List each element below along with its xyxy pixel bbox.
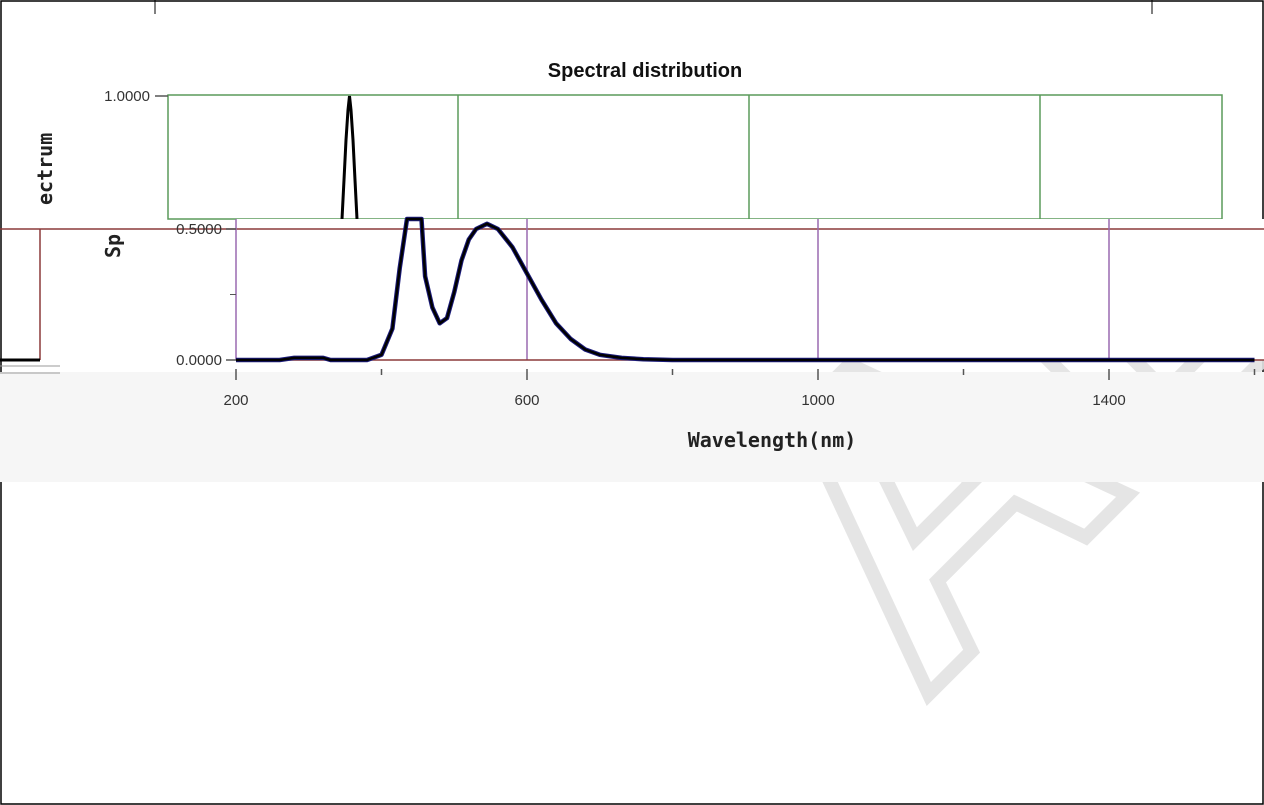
x-tick-label: 1000 — [801, 392, 834, 409]
lower-ticks: 0.0000 0.5000 200 600 1000 1400 — [176, 221, 1256, 409]
y-axis-label-upper: ectrum — [33, 133, 57, 205]
x-tick-label: 600 — [514, 392, 539, 409]
lower-plot: 0.0000 0.5000 200 600 1000 1400 Sp — [0, 216, 1264, 409]
y-tick-label: 0.5000 — [176, 221, 222, 238]
y-tick-label: 0.0000 — [176, 352, 222, 369]
spectrum-line — [236, 217, 1255, 362]
axis-band — [0, 372, 1264, 482]
upper-peak-line — [340, 95, 359, 220]
upper-plot-area — [167, 94, 1223, 220]
y-axis-label-lower: Sp — [101, 234, 125, 258]
lower-plot-area — [236, 219, 1264, 360]
x-axis-label: Wavelength(nm) — [688, 428, 857, 452]
x-tick-label: 1400 — [1092, 392, 1125, 409]
x-tick-label: 200 — [223, 392, 248, 409]
upper-plot: 1.0000 ectrum — [33, 88, 1223, 220]
y-tick-1.0000: 1.0000 — [104, 88, 150, 105]
chart-title: Spectral distribution — [548, 60, 742, 82]
